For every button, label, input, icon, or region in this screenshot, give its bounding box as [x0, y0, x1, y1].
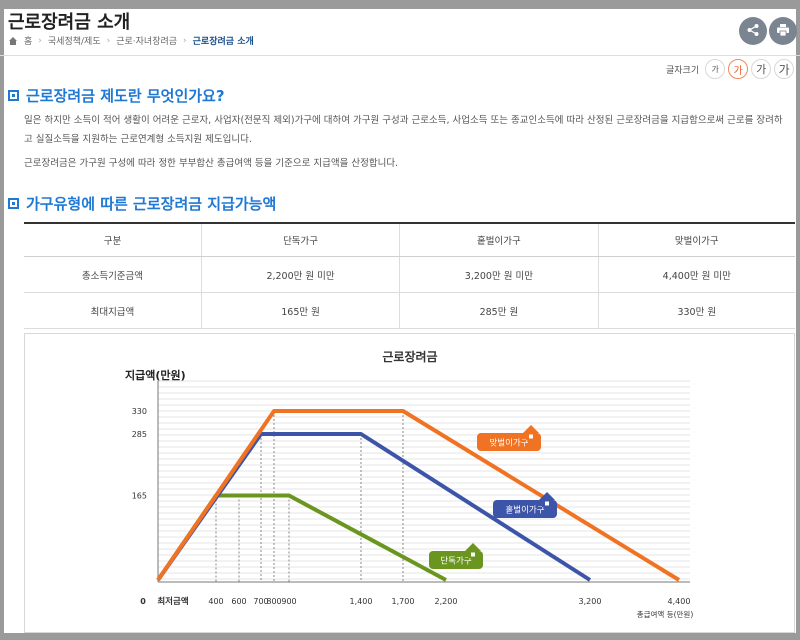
- breadcrumb-separator: ›: [106, 35, 111, 46]
- calculation-paragraph: 근로장려금은 가구원 구성에 따라 정한 부부합산 총급여액 등을 기준으로 지…: [24, 158, 399, 169]
- series-tag-label: 홑벌이가구: [505, 505, 544, 516]
- x-tick-label: 800: [266, 597, 281, 606]
- house-icon: [523, 425, 539, 433]
- window-frame-left: [0, 0, 4, 640]
- breadcrumb-home[interactable]: 홈: [24, 37, 33, 47]
- home-icon[interactable]: [8, 36, 18, 46]
- x-axis-label: 총급여액 등(만원): [637, 609, 694, 619]
- breadcrumb-incentive[interactable]: 근로·자녀장려금: [116, 37, 178, 47]
- intro-paragraph: 일은 하지만 소득이 적어 생활이 어려운 근로자, 사업자(전문직 제외)가구…: [24, 115, 783, 145]
- origin-label: 0: [140, 597, 146, 606]
- series-line-2: [156, 409, 681, 582]
- section-heading-intro: 근로장려금 제도란 무엇인가요?: [8, 85, 225, 106]
- square-bullet-icon: [8, 90, 19, 101]
- chart-title: 근로장려금: [382, 349, 437, 364]
- window-frame-top: [0, 0, 800, 9]
- x-tick-label: 600: [231, 597, 246, 606]
- y-tick-label: 285: [132, 430, 147, 439]
- section-title: 가구유형에 따른 근로장려금 지급가능액: [26, 195, 277, 213]
- font-size-largest-button[interactable]: 가: [774, 59, 795, 79]
- share-icon: [746, 22, 760, 41]
- breadcrumb-current[interactable]: 근로장려금 소개: [192, 37, 254, 47]
- x-tick-label: 1,400: [350, 597, 373, 606]
- x-tick-label: 4,400: [668, 597, 691, 606]
- series-tag: [493, 500, 557, 518]
- y-axis-label: 지급액(만원): [125, 368, 186, 382]
- x-tick-label: 700: [253, 597, 268, 606]
- window-frame-bottom: [0, 633, 800, 640]
- y-tick-label: 165: [132, 492, 147, 501]
- table-header-cell: 맞벌이가구: [597, 222, 795, 257]
- print-button[interactable]: [769, 17, 797, 45]
- table-row: 총소득기준금액 2,200만 원 미만 3,200만 원 미만 4,400만 원…: [24, 256, 795, 293]
- house-icon: [539, 492, 555, 500]
- section-heading-amounts: 가구유형에 따른 근로장려금 지급가능액: [8, 193, 276, 214]
- section-title: 근로장려금 제도란 무엇인가요?: [26, 87, 225, 105]
- table-cell: 285만 원: [399, 292, 599, 329]
- breadcrumb-separator: ›: [183, 35, 187, 46]
- amount-table: 구분 단독가구 홑벌이가구 맞벌이가구 총소득기준금액 2,200만 원 미만 …: [24, 222, 795, 329]
- font-size-large-button[interactable]: 가: [751, 59, 772, 79]
- page-title: 근로장려금 소개: [8, 12, 131, 33]
- table-header-cell: 홑벌이가구: [399, 222, 599, 257]
- x-tick-label: 3,200: [579, 597, 602, 606]
- x-tick-label: 2,200: [435, 597, 458, 606]
- breadcrumb-tax-policy[interactable]: 국세정책/제도: [47, 37, 101, 47]
- x-tick-label: 400: [208, 597, 223, 606]
- house-icon: [545, 501, 549, 506]
- house-icon: [471, 552, 475, 557]
- series-tag-label: 단독가구: [440, 556, 471, 567]
- table-row: 최대지급액 165만 원 285만 원 330만 원: [24, 292, 795, 329]
- window-frame-right: [796, 0, 800, 640]
- x-tick-label: 1,700: [392, 597, 415, 606]
- table-header-cell: 단독가구: [200, 222, 400, 257]
- print-icon: [776, 22, 790, 41]
- breadcrumb-separator: ›: [38, 35, 42, 46]
- header-divider: [0, 55, 800, 56]
- table-cell: 330만 원: [597, 292, 795, 329]
- breadcrumb: 홈 › 국세정책/제도 › 근로·자녀장려금 › 근로장려금 소개: [8, 34, 254, 47]
- share-button[interactable]: [739, 17, 767, 45]
- square-bullet-icon: [8, 198, 19, 209]
- table-cell: 165만 원: [200, 292, 400, 329]
- table-cell: 최대지급액: [24, 292, 202, 329]
- font-size-label: 글자크기: [666, 65, 700, 76]
- house-icon: [529, 434, 533, 439]
- table-cell: 2,200만 원 미만: [200, 256, 400, 293]
- y-tick-label: 330: [132, 407, 147, 416]
- series-tag: [477, 433, 541, 451]
- table-cell: 3,200만 원 미만: [399, 256, 599, 293]
- x-tick-label: 900: [281, 597, 296, 606]
- table-cell: 4,400만 원 미만: [597, 256, 795, 293]
- house-icon: [465, 543, 481, 551]
- series-tag-label: 맞벌이가구: [489, 438, 528, 449]
- font-size-default-button[interactable]: 가: [728, 59, 749, 79]
- min-amount-label: 최저금액: [157, 596, 188, 607]
- table-header-cell: 구분: [24, 222, 202, 257]
- font-size-smallest-button[interactable]: 가: [705, 59, 726, 79]
- table-header-row: 구분 단독가구 홑벌이가구 맞벌이가구: [24, 222, 795, 257]
- table-cell: 총소득기준금액: [24, 256, 202, 293]
- font-size-control: 글자크기 가 가 가 가: [666, 59, 795, 79]
